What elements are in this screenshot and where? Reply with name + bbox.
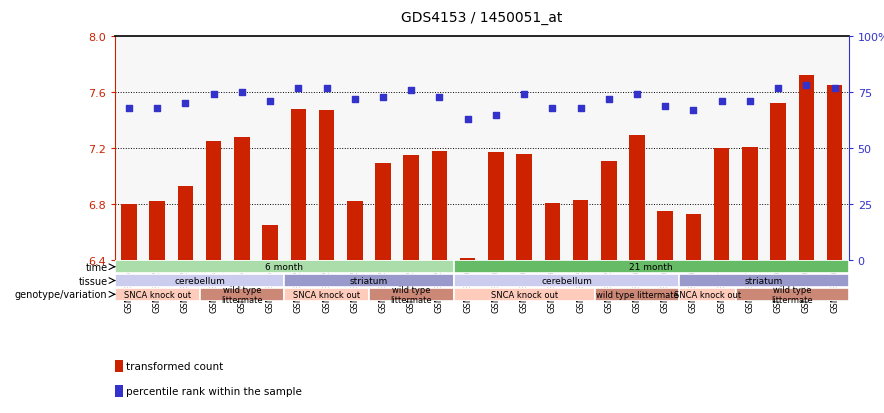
Text: SNCA knock out: SNCA knock out [674,290,741,299]
Text: time: time [86,262,108,272]
Bar [206,142,222,260]
FancyBboxPatch shape [115,274,285,287]
Bar [263,225,278,260]
Text: cerebellum: cerebellum [174,276,225,285]
Text: genotype/variation: genotype/variation [15,290,108,299]
Bar [115,385,123,397]
Point [432,94,446,101]
Text: wild type
littermate: wild type littermate [772,285,813,304]
Point [489,112,503,119]
Point [545,105,560,112]
Bar [629,136,644,260]
Point [602,96,616,103]
FancyBboxPatch shape [369,288,453,301]
FancyBboxPatch shape [679,274,849,287]
FancyBboxPatch shape [285,288,369,301]
FancyBboxPatch shape [453,274,679,287]
Point [150,105,164,112]
Point [686,107,700,114]
Bar [658,211,673,260]
Point [122,105,136,112]
FancyBboxPatch shape [200,288,285,301]
Point [659,103,673,109]
Text: 6 month: 6 month [265,263,303,272]
Point [319,85,333,92]
Point [235,90,249,96]
Text: 21 month: 21 month [629,263,673,272]
Text: striatum: striatum [350,276,388,285]
Text: cerebellum: cerebellum [541,276,592,285]
Bar [686,214,701,260]
Text: percentile rank within the sample: percentile rank within the sample [126,387,301,396]
FancyBboxPatch shape [595,288,679,301]
Text: striatum: striatum [745,276,783,285]
Bar [121,204,137,260]
Point [771,85,785,92]
Text: SNCA knock out: SNCA knock out [491,290,558,299]
FancyBboxPatch shape [453,288,595,301]
Bar [149,202,165,260]
Bar [545,203,560,260]
FancyBboxPatch shape [735,288,849,301]
Text: wild type
littermate: wild type littermate [221,285,263,304]
Bar [714,149,729,260]
Bar [798,76,814,260]
Bar [488,153,504,260]
Point [347,96,362,103]
Point [630,92,644,98]
Text: wild type
littermate: wild type littermate [391,285,432,304]
Bar [234,138,249,260]
Bar [770,104,786,260]
Text: GDS4153 / 1450051_at: GDS4153 / 1450051_at [401,11,562,25]
Point [376,94,390,101]
Point [404,88,418,94]
Bar [742,147,758,260]
Bar [403,156,419,260]
Point [263,99,278,105]
FancyBboxPatch shape [115,261,453,273]
Bar [319,111,334,260]
Point [827,85,842,92]
Text: SNCA knock out: SNCA knock out [124,290,191,299]
Point [292,85,306,92]
Bar [827,86,842,260]
Point [461,116,475,123]
Bar [178,186,194,260]
Point [179,101,193,107]
Point [743,99,757,105]
Text: transformed count: transformed count [126,362,224,372]
FancyBboxPatch shape [285,274,453,287]
FancyBboxPatch shape [453,261,849,273]
Bar [601,161,616,260]
Text: tissue: tissue [79,276,108,286]
Bar [431,152,447,260]
Bar [115,360,123,373]
Text: wild type littermate: wild type littermate [596,290,678,299]
Point [517,92,531,98]
Point [799,83,813,90]
Bar [347,202,362,260]
Bar [291,110,306,260]
Point [574,105,588,112]
Bar [460,259,476,260]
Point [207,92,221,98]
FancyBboxPatch shape [679,288,735,301]
Bar [573,200,589,260]
FancyBboxPatch shape [115,288,200,301]
Bar [375,164,391,260]
Text: SNCA knock out: SNCA knock out [293,290,360,299]
Bar [516,154,532,260]
Point [714,99,728,105]
